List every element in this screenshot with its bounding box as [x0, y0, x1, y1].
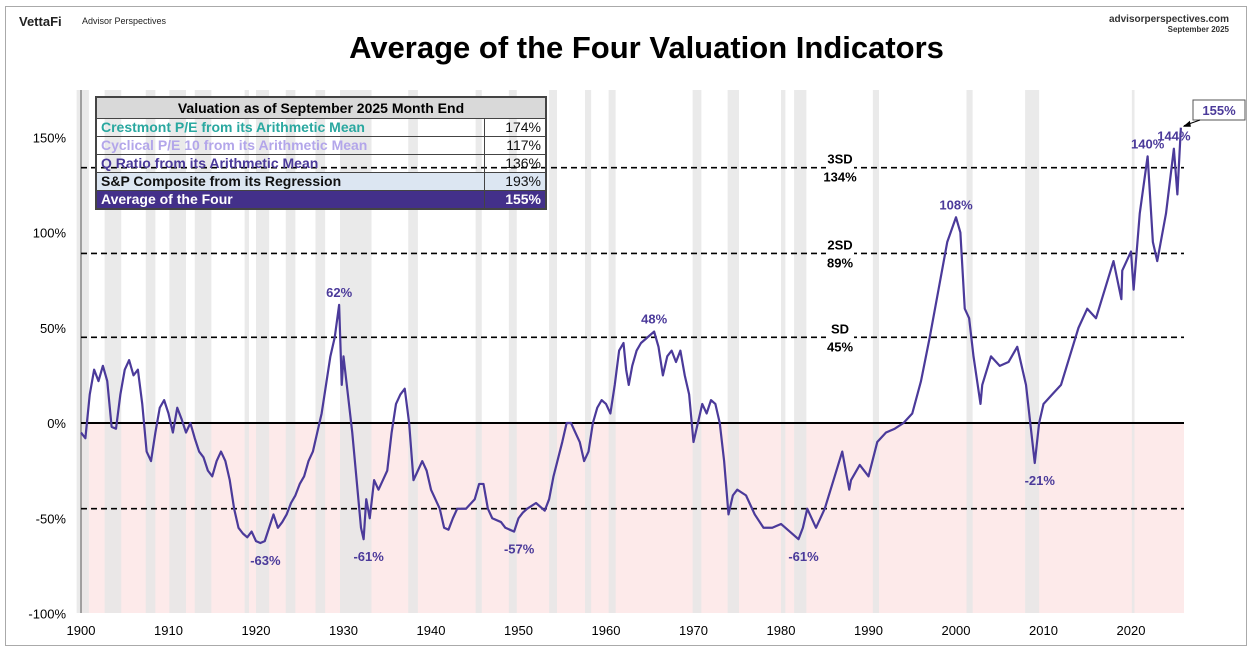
- x-tick-label: 1940: [417, 623, 446, 638]
- brand-subtitle: Advisor Perspectives: [82, 16, 167, 26]
- row-label: Average of the Four: [95, 190, 485, 210]
- recession-band: [256, 90, 270, 613]
- x-tick-label: 1920: [242, 623, 271, 638]
- peak-trough-label: 144%: [1157, 129, 1191, 144]
- recession-band: [104, 90, 122, 613]
- x-tick-label: 1950: [504, 623, 533, 638]
- row-value: 136%: [484, 154, 547, 173]
- x-tick-label: 1910: [154, 623, 183, 638]
- peak-trough-label: 48%: [641, 312, 667, 327]
- y-tick-label: -50%: [36, 511, 67, 526]
- x-tick-label: 1930: [329, 623, 358, 638]
- average-series-line: [80, 127, 1182, 545]
- row-value: 193%: [484, 172, 547, 191]
- peak-trough-label: 62%: [326, 285, 352, 300]
- vettafi-logo: VettaFi: [19, 14, 62, 29]
- row-label: S&P Composite from its Regression: [95, 172, 485, 191]
- valuation-table: Valuation as of September 2025 Month End…: [95, 96, 547, 210]
- row-label: Crestmont P/E from its Arithmetic Mean: [95, 118, 485, 137]
- sd-value: 89%: [827, 255, 853, 270]
- row-value: 117%: [484, 136, 547, 155]
- sd-label-bg: [826, 322, 854, 353]
- callout-box: [1192, 99, 1246, 121]
- sd-value: 134%: [823, 170, 857, 185]
- sd-value: 45%: [827, 339, 853, 354]
- x-tick-label: 1960: [592, 623, 621, 638]
- row-value: 155%: [484, 190, 547, 210]
- x-tick-label: 1980: [767, 623, 796, 638]
- peak-trough-label: 108%: [939, 197, 973, 212]
- y-tick-label: 0%: [47, 416, 66, 431]
- source-date: September 2025: [1167, 25, 1229, 34]
- recession-band: [315, 90, 326, 613]
- recession-band: [872, 90, 879, 613]
- x-tick-label: 2010: [1029, 623, 1058, 638]
- row-label: Q Ratio from its Arithmetic Mean: [95, 154, 485, 173]
- recession-band: [475, 90, 482, 613]
- callout-label: 155%: [1202, 103, 1236, 118]
- table-row: Cyclical P/E 10 from its Arithmetic Mean…: [95, 136, 547, 155]
- recession-band: [145, 90, 156, 613]
- table-title: Valuation as of September 2025 Month End: [95, 96, 547, 119]
- recession-band: [244, 90, 249, 613]
- recession-band: [76, 90, 89, 613]
- peak-trough-label: -57%: [504, 542, 535, 557]
- source-block: advisorperspectives.com September 2025: [1109, 15, 1229, 35]
- peak-trough-label: -63%: [250, 553, 281, 568]
- recession-band: [285, 90, 296, 613]
- recession-band: [727, 90, 739, 613]
- row-label: Cyclical P/E 10 from its Arithmetic Mean: [95, 136, 485, 155]
- x-tick-label: 2000: [942, 623, 971, 638]
- recession-band: [781, 90, 786, 613]
- sd-name: 2SD: [827, 237, 852, 252]
- recession-band: [692, 90, 702, 613]
- recession-band: [966, 90, 973, 613]
- peak-trough-label: -61%: [353, 549, 384, 564]
- sd-name: SD: [831, 321, 849, 336]
- recession-band: [1025, 90, 1040, 613]
- recession-band: [549, 90, 557, 613]
- sd-label-bg: [826, 238, 854, 269]
- y-tick-label: 100%: [33, 226, 67, 241]
- source-site: advisorperspectives.com: [1108, 14, 1229, 25]
- table-row: S&P Composite from its Regression 193%: [95, 172, 547, 191]
- recession-band: [1131, 90, 1135, 613]
- x-tick-label: 2020: [1117, 623, 1146, 638]
- peak-trough-label: 140%: [1131, 136, 1165, 151]
- recession-band: [608, 90, 616, 613]
- recession-band: [794, 90, 807, 613]
- sd-label-bg: [826, 152, 854, 183]
- y-tick-label: 50%: [40, 321, 66, 336]
- recession-band: [169, 90, 186, 613]
- x-tick-label: 1900: [67, 623, 96, 638]
- peak-trough-label: -61%: [788, 549, 819, 564]
- callout-arrowhead: [1182, 120, 1191, 127]
- peak-trough-label: -21%: [1025, 473, 1056, 488]
- x-tick-label: 1990: [854, 623, 883, 638]
- sd-name: 3SD: [827, 152, 852, 167]
- chart-title: Average of the Four Valuation Indicators: [349, 30, 944, 65]
- x-tick-label: 1970: [679, 623, 708, 638]
- y-tick-label: 150%: [33, 130, 67, 145]
- recession-band: [408, 90, 418, 613]
- table-row: Q Ratio from its Arithmetic Mean 136%: [95, 154, 547, 173]
- y-tick-label: -100%: [28, 607, 66, 622]
- row-value: 174%: [484, 118, 547, 137]
- table-row: Crestmont P/E from its Arithmetic Mean 17…: [95, 118, 547, 137]
- recession-band: [585, 90, 592, 613]
- table-row: Average of the Four 155%: [95, 190, 547, 210]
- recession-band: [194, 90, 212, 613]
- chart-frame: [5, 6, 1247, 646]
- recession-band: [508, 90, 517, 613]
